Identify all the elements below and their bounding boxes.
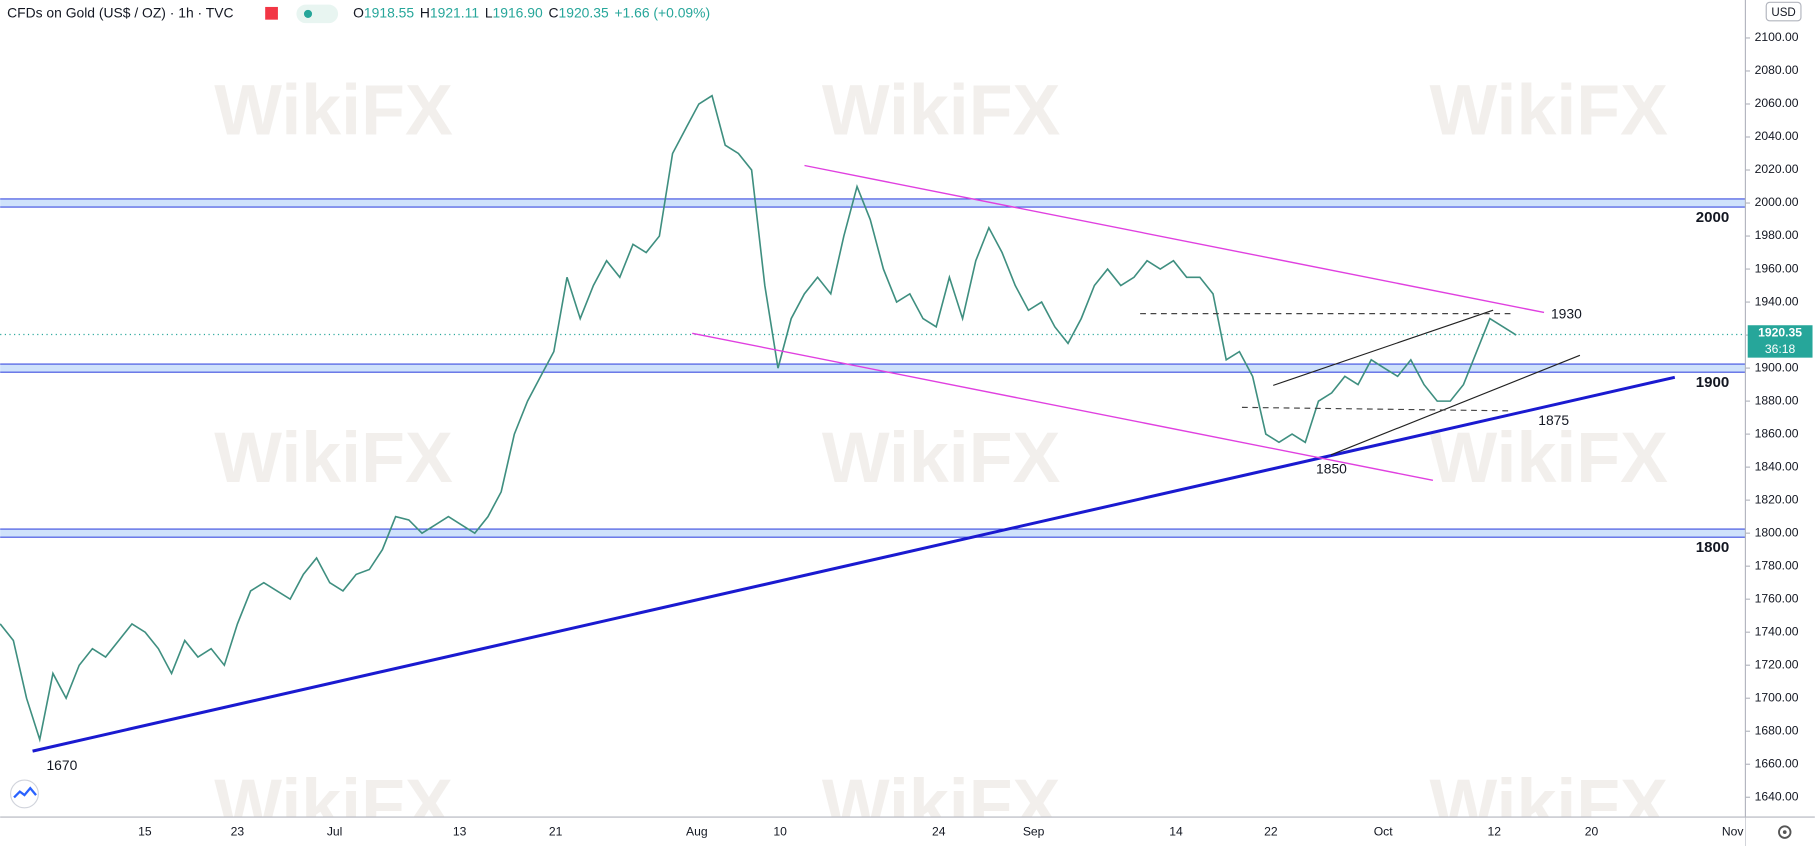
watermark: WikiFX bbox=[214, 71, 453, 151]
y-tick-label: 2040.00 bbox=[1755, 129, 1799, 143]
gear-hub bbox=[1782, 830, 1787, 834]
last-price-label: 1920.35 bbox=[1758, 326, 1802, 340]
trendline bbox=[804, 164, 1545, 314]
ohlc-value: 1921.11 bbox=[430, 5, 479, 21]
y-tick-label: 1760.00 bbox=[1755, 591, 1799, 605]
y-tick-label: 1880.00 bbox=[1755, 393, 1799, 407]
y-tick-label: 1720.00 bbox=[1755, 657, 1799, 671]
x-tick-label: 14 bbox=[1169, 824, 1183, 838]
ohlc: O 1918.55 H 1921.11 L 1916.90 C 1920.35 +1.66 (+… bbox=[353, 5, 710, 21]
level-label: 2000 bbox=[1696, 209, 1729, 226]
ohlc-value: 1918.55 bbox=[364, 5, 414, 21]
annotation: 1850 bbox=[1316, 461, 1347, 477]
y-tick-label: 1740.00 bbox=[1755, 624, 1799, 638]
levels bbox=[0, 198, 1746, 538]
ohlc-key: O bbox=[353, 5, 364, 21]
channel-line bbox=[1330, 354, 1581, 456]
watermark: WikiFX bbox=[214, 418, 453, 498]
y-tick-label: 1680.00 bbox=[1755, 723, 1799, 737]
y-tick-label: 1780.00 bbox=[1755, 558, 1799, 572]
y-tick-label: 2000.00 bbox=[1755, 195, 1799, 209]
price-axis bbox=[1745, 0, 1815, 846]
x-tick-label: 12 bbox=[1488, 824, 1502, 838]
drawings bbox=[32, 164, 1676, 753]
y-tick-label: 2100.00 bbox=[1755, 30, 1799, 44]
currency-box[interactable] bbox=[1765, 1, 1802, 22]
level-band bbox=[0, 198, 1746, 208]
axes: 1640.00 1660.00 1680.00 1700.00 1720.00 1740.… bbox=[138, 30, 1813, 838]
y-tick-label: 1660.00 bbox=[1755, 756, 1799, 770]
trendline bbox=[32, 375, 1676, 753]
gear-icon[interactable] bbox=[1778, 825, 1792, 839]
x-tick-label: 23 bbox=[231, 824, 245, 838]
y-tick-label: 1820.00 bbox=[1755, 492, 1799, 506]
status-pill[interactable] bbox=[296, 4, 339, 24]
x-tick-label: 13 bbox=[453, 824, 467, 838]
y-tick-label: 1700.00 bbox=[1755, 690, 1799, 704]
settings[interactable] bbox=[1778, 825, 1792, 839]
y-tick-label: 2060.00 bbox=[1755, 96, 1799, 110]
watermark: WikiFX bbox=[1429, 418, 1668, 498]
x-tick-label: Nov bbox=[1722, 824, 1745, 838]
y-tick-label: 1860.00 bbox=[1755, 426, 1799, 440]
y-tick-label: 1800.00 bbox=[1755, 525, 1799, 539]
price-line bbox=[0, 94, 1517, 743]
status-dot bbox=[303, 9, 313, 18]
x-tick-label: 24 bbox=[932, 824, 946, 838]
flag-icon[interactable] bbox=[265, 6, 278, 20]
y-tick-label: 1980.00 bbox=[1755, 228, 1799, 242]
level-label: 1900 bbox=[1696, 374, 1729, 391]
x-tick-label: 22 bbox=[1264, 824, 1278, 838]
y-tick-label: 2020.00 bbox=[1755, 162, 1799, 176]
x-tick-label: Oct bbox=[1374, 824, 1394, 838]
watermark: WikiFX bbox=[822, 71, 1061, 151]
x-tick-label: Jul bbox=[327, 824, 343, 838]
logo-mark bbox=[13, 786, 37, 799]
y-tick-label: 1640.00 bbox=[1755, 789, 1799, 803]
plot bbox=[0, 94, 1746, 743]
y-tick-label: 1940.00 bbox=[1755, 294, 1799, 308]
ohlc-value: 1916.90 bbox=[493, 5, 543, 21]
y-tick-label: 1960.00 bbox=[1755, 261, 1799, 275]
symbol: CFDs on Gold (US$ / OZ) · 1h · TVC bbox=[7, 5, 233, 21]
x-tick-label: Aug bbox=[686, 824, 708, 838]
annotation: 1930 bbox=[1551, 305, 1582, 321]
x-tick-label: 10 bbox=[773, 824, 787, 838]
annotations: 2000 1900 1800 1930 1875 1850 1670 bbox=[46, 209, 1729, 773]
x-tick-label: Sep bbox=[1023, 824, 1045, 838]
x-tick-label: 20 bbox=[1585, 824, 1599, 838]
ohlc-key: C bbox=[548, 5, 558, 21]
y-tick-label: 1900.00 bbox=[1755, 360, 1799, 374]
annotation: 1875 bbox=[1538, 412, 1569, 428]
x-tick-label: 15 bbox=[138, 824, 152, 838]
y-tick-label: 1840.00 bbox=[1755, 459, 1799, 473]
change: +1.66 (+0.09%) bbox=[614, 5, 710, 21]
level-band bbox=[0, 529, 1746, 538]
watermark: WikiFX bbox=[822, 418, 1061, 498]
currency: USD bbox=[1771, 7, 1795, 19]
annotation: 1670 bbox=[46, 757, 77, 773]
time-axis bbox=[0, 817, 1746, 846]
trendline bbox=[692, 332, 1434, 481]
level-label: 1800 bbox=[1696, 539, 1729, 556]
countdown: 36:18 bbox=[1765, 342, 1796, 356]
logo[interactable] bbox=[9, 779, 39, 809]
ohlc-key: L bbox=[485, 5, 493, 21]
level-band bbox=[0, 364, 1746, 373]
x-tick-label: 21 bbox=[549, 824, 563, 838]
y-tick-label: 2080.00 bbox=[1755, 63, 1799, 77]
ohlc-key: H bbox=[420, 5, 430, 21]
channel-line bbox=[1273, 309, 1494, 386]
watermark: WikiFX bbox=[1429, 71, 1668, 151]
dashed-line bbox=[1241, 406, 1511, 412]
last-price-box bbox=[1747, 325, 1813, 358]
watermarks: WikiFX WikiFX WikiFX WikiFX WikiFX WikiF… bbox=[214, 71, 1668, 845]
header: CFDs on Gold (US$ / OZ) · 1h · TVC O 1918… bbox=[7, 1, 1802, 24]
ohlc-value: 1920.35 bbox=[559, 5, 609, 21]
